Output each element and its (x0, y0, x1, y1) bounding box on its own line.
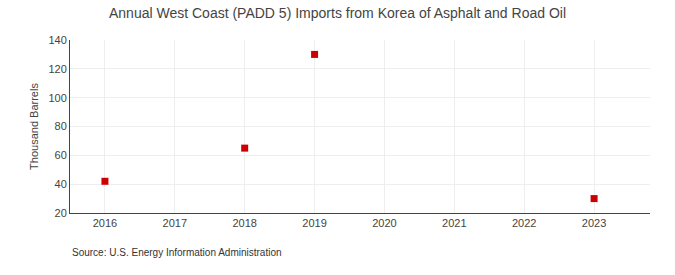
svg-text:2023: 2023 (582, 217, 606, 229)
svg-text:80: 80 (55, 120, 67, 132)
svg-text:2022: 2022 (512, 217, 536, 229)
svg-text:2018: 2018 (232, 217, 256, 229)
svg-text:Thousand Barrels: Thousand Barrels (28, 83, 40, 170)
svg-text:2021: 2021 (442, 217, 466, 229)
svg-text:20: 20 (55, 207, 67, 219)
svg-text:40: 40 (55, 178, 67, 190)
svg-text:60: 60 (55, 149, 67, 161)
svg-text:2019: 2019 (302, 217, 326, 229)
svg-text:Source: U.S. Energy Informatio: Source: U.S. Energy Information Administ… (72, 247, 282, 258)
svg-text:140: 140 (48, 34, 66, 46)
svg-text:2016: 2016 (93, 217, 117, 229)
svg-text:2017: 2017 (163, 217, 187, 229)
svg-text:Annual West Coast (PADD 5) Imp: Annual West Coast (PADD 5) Imports from … (109, 5, 566, 21)
svg-text:100: 100 (48, 92, 66, 104)
svg-text:120: 120 (48, 63, 66, 75)
svg-text:2020: 2020 (372, 217, 396, 229)
